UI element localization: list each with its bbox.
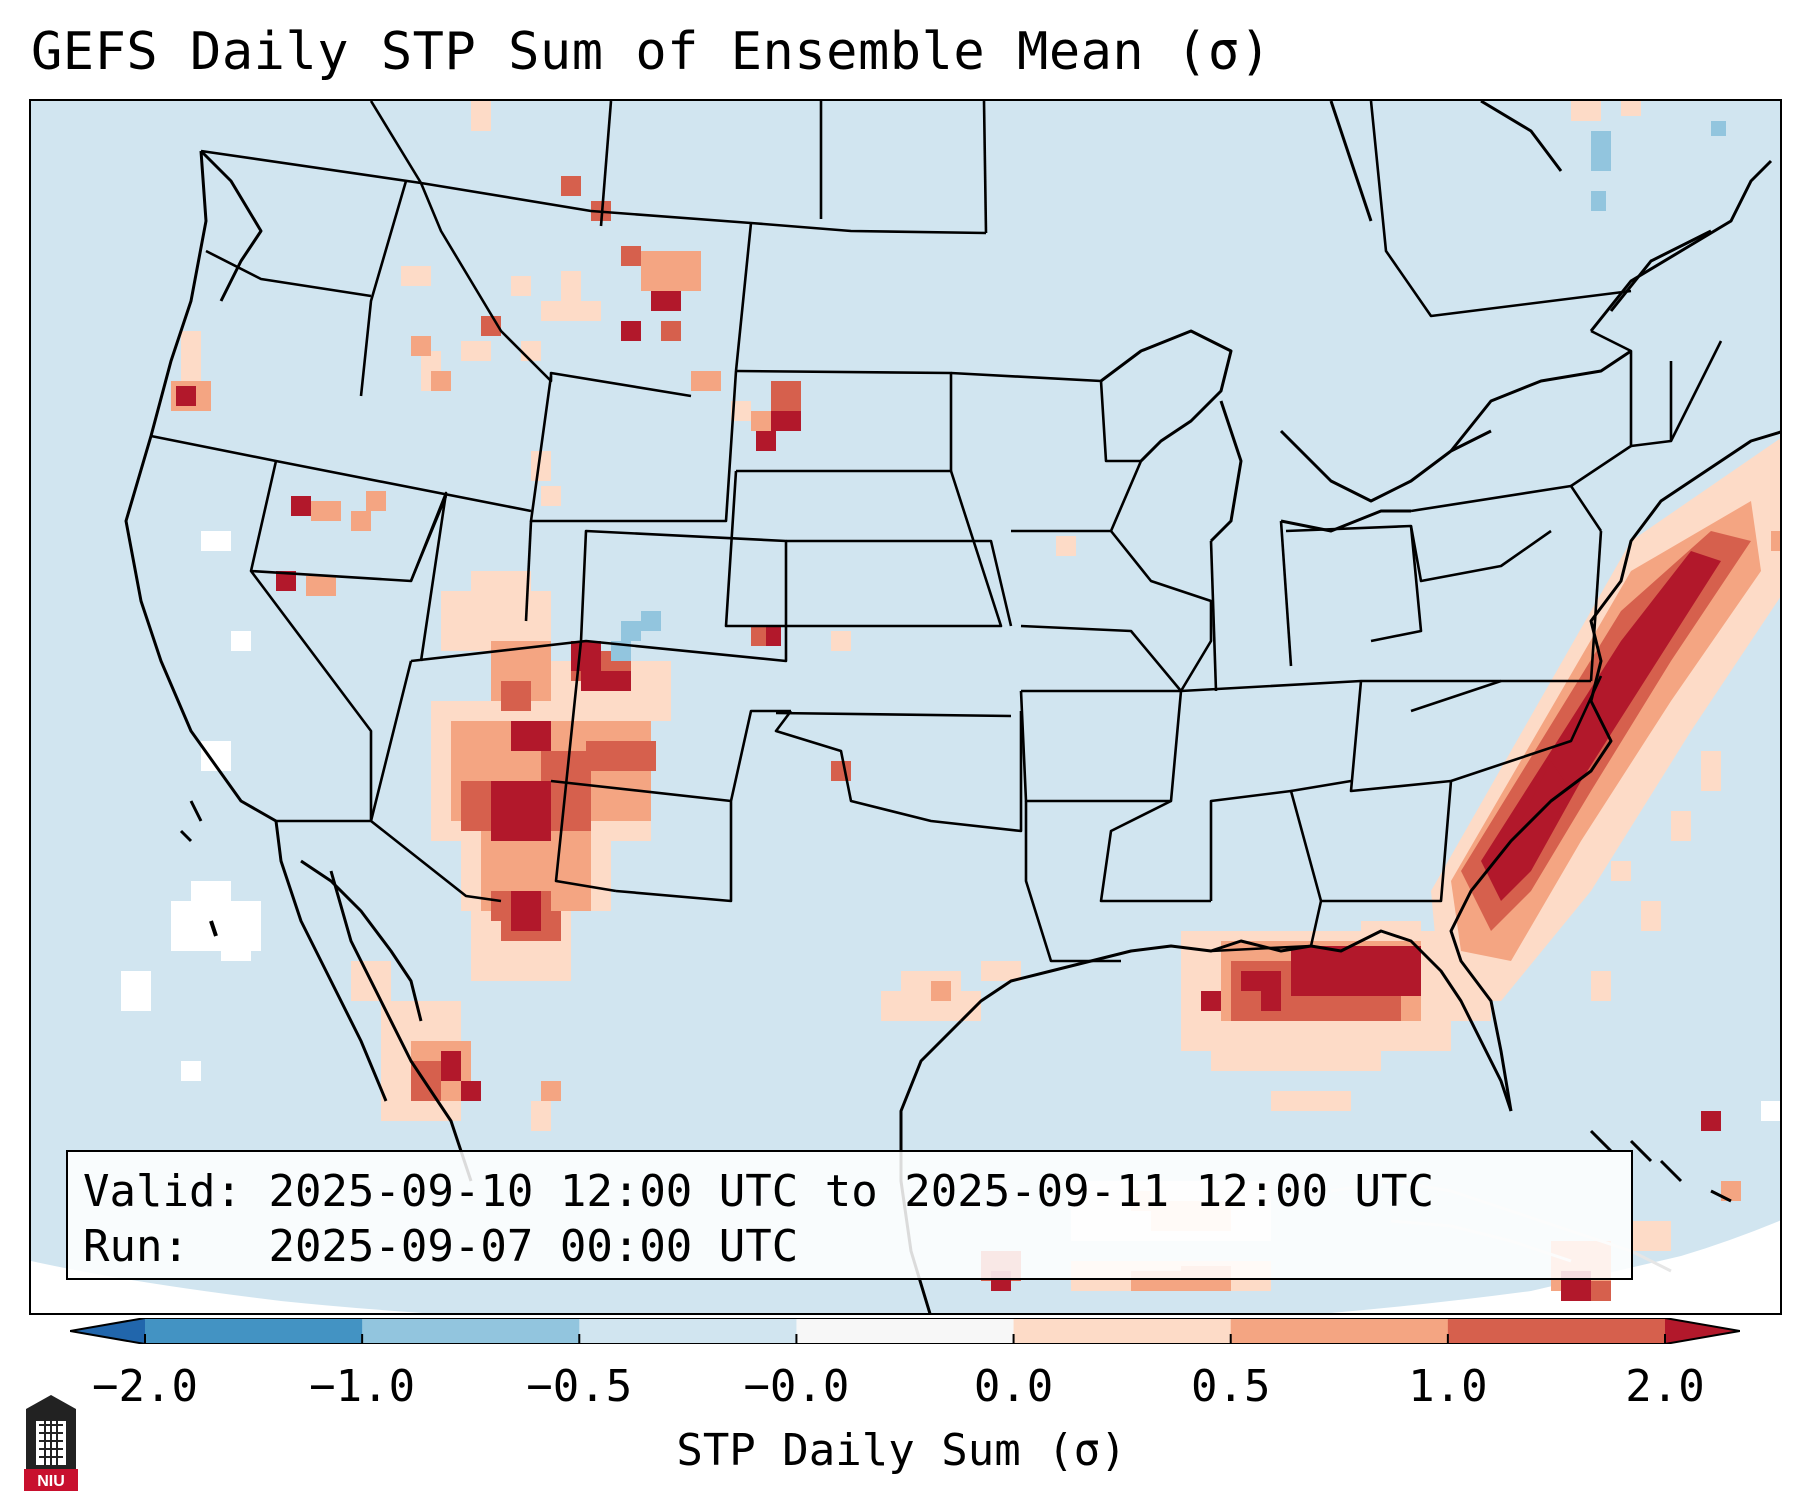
colorbar-tick-label: −1.0 xyxy=(309,1361,416,1412)
run-row: Run: 2025-09-07 00:00 UTC xyxy=(83,1219,1616,1274)
oklahoma-speck xyxy=(831,761,851,781)
pacific-neutral-patches xyxy=(121,531,1780,1121)
colorbar-bin xyxy=(1447,1318,1666,1344)
valid-value: 2025-09-10 12:00 UTC to 2025-09-11 12:00… xyxy=(268,1166,1435,1217)
iowa-speck xyxy=(1056,536,1076,556)
colorbar-tick-label: 0.5 xyxy=(1190,1361,1271,1412)
map-canvas xyxy=(31,101,1780,1313)
colorbar-bin xyxy=(579,1318,797,1344)
colorbar-tick-label: 0.0 xyxy=(973,1361,1054,1412)
colorbar-bin xyxy=(145,1318,363,1344)
colorbar-ticks xyxy=(144,1334,1666,1344)
niu-logo-text: NIU xyxy=(37,1473,65,1490)
colorado-speck-edge xyxy=(751,626,766,646)
niu-logo-icon: NIU xyxy=(24,1395,78,1491)
map-panel xyxy=(29,99,1782,1315)
colorbar-bin xyxy=(796,1318,1015,1344)
valid-row: Valid: 2025-09-10 12:00 UTC to 2025-09-1… xyxy=(83,1164,1616,1219)
colorbar-tick-label: 2.0 xyxy=(1625,1361,1705,1412)
colorbar-tick-label: 1.0 xyxy=(1408,1361,1488,1412)
texas-gulf-cluster xyxy=(881,961,1021,1021)
canada-neg-speck xyxy=(1711,121,1726,136)
oregon-cluster xyxy=(171,331,211,411)
colorbar-bin xyxy=(362,1318,580,1344)
colorbar-extend-high xyxy=(1665,1318,1740,1344)
colorbar-tick-label: −2.0 xyxy=(92,1361,198,1412)
bc-speck xyxy=(471,101,491,131)
south-dakota-cluster xyxy=(731,381,801,451)
run-label: Run: xyxy=(83,1221,189,1272)
colorbar-bin xyxy=(1013,1318,1232,1344)
valid-label: Valid: xyxy=(83,1166,242,1217)
colorbar-tick-label: −0.0 xyxy=(743,1361,850,1412)
colorbar-tick-label: −0.5 xyxy=(526,1361,633,1412)
canada-speck xyxy=(1621,101,1641,116)
colorbar xyxy=(70,1318,1740,1344)
colorbar-segments xyxy=(70,1318,1740,1344)
great-basin-cluster xyxy=(276,451,561,596)
kansas-speck xyxy=(831,631,851,651)
validity-info-box: Valid: 2025-09-10 12:00 UTC to 2025-09-1… xyxy=(66,1150,1633,1280)
colorbar-extend-low xyxy=(70,1318,145,1344)
canada-neg-speck xyxy=(1591,131,1611,171)
colorbar-label: STP Daily Sum (σ) xyxy=(676,1425,1127,1476)
colorbar-bin xyxy=(1230,1318,1449,1344)
run-value: 2025-09-07 00:00 UTC xyxy=(268,1221,799,1272)
map-title: GEFS Daily STP Sum of Ensemble Mean (σ) xyxy=(31,22,1272,82)
four-corners-cluster xyxy=(431,571,671,981)
state-borders xyxy=(150,101,1723,963)
canada-neg-speck xyxy=(1591,191,1606,211)
canada-speck xyxy=(1571,101,1601,121)
